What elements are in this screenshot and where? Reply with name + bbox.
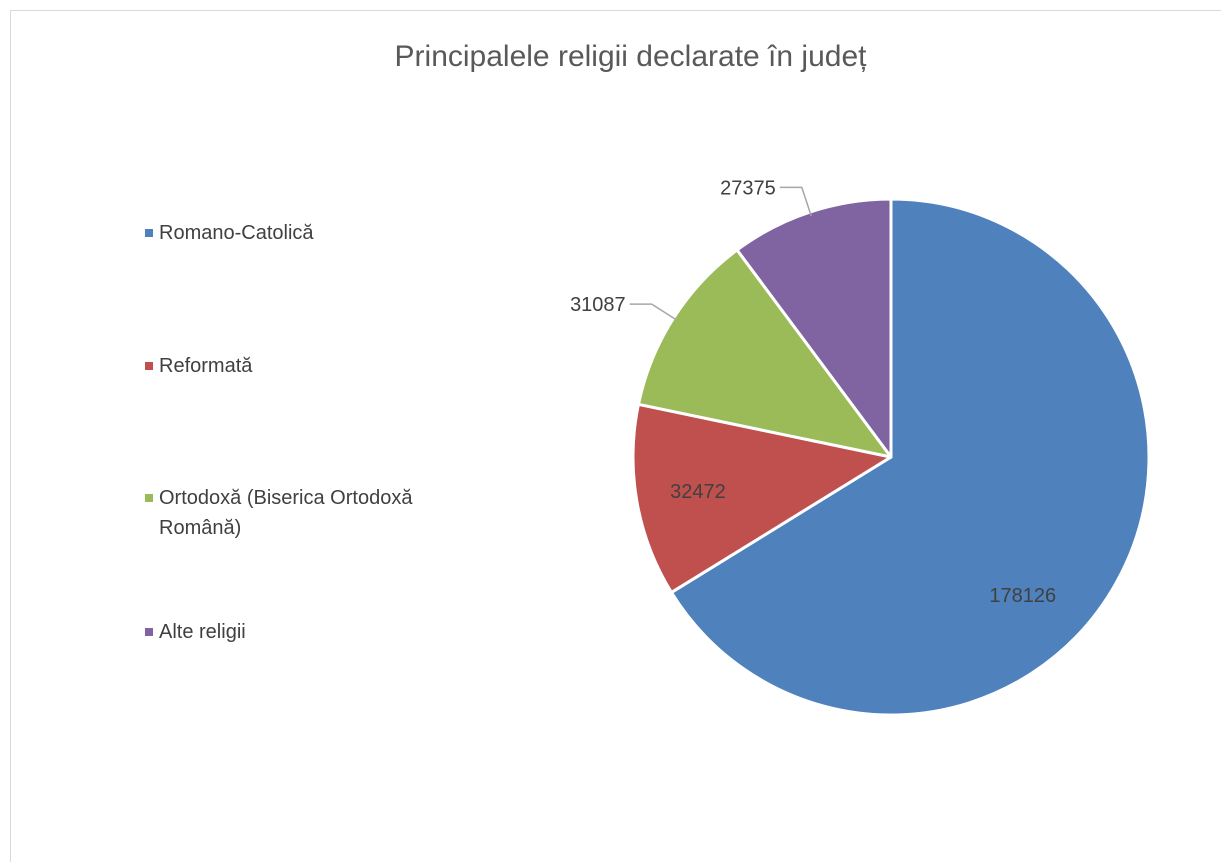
leader-line-alte-religii <box>779 186 812 217</box>
legend-label: Reformată <box>159 355 253 377</box>
data-label-ortodoxa: 31087 <box>570 294 626 316</box>
pie-slice-reformata <box>631 402 893 594</box>
legend-swatch <box>145 362 153 370</box>
legend-label: Ortodoxă (Biserica Ortodoxă Română) <box>159 487 413 539</box>
legend-swatch <box>145 494 153 502</box>
data-label-reformata: 32472 <box>670 481 726 503</box>
legend-item-alte-religii: Alte religii <box>145 617 489 647</box>
data-label-alte-religii: 27375 <box>720 177 776 199</box>
chart-title: Principalele religii declarate în județ <box>394 40 867 73</box>
pie-slices <box>631 197 1151 717</box>
pie-slice-romano-catolica <box>669 197 1151 717</box>
legend-item-romano-catolica: Romano-Catolică <box>145 218 489 248</box>
leader-line-ortodoxa <box>629 303 678 321</box>
legend-label: Romano-Catolică <box>159 222 314 244</box>
data-label-romano-catolica: 178126 <box>989 585 1056 607</box>
legend-label: Alte religii <box>159 621 246 643</box>
legend-swatch <box>145 628 153 636</box>
leader-lines <box>629 186 812 321</box>
legend-item-ortodoxa: Ortodoxă (Biserica Ortodoxă Română) <box>145 483 489 543</box>
legend-swatch <box>145 229 153 237</box>
data-labels: 178126 32472 31087 27375 <box>570 177 1056 607</box>
legend-item-reformata: Reformată <box>145 351 489 381</box>
